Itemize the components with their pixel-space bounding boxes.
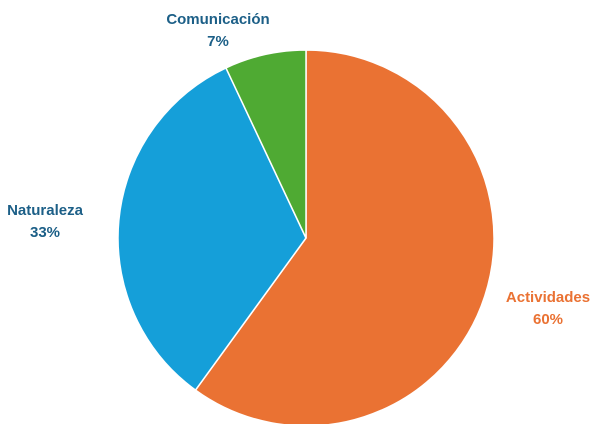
- pie-slices: [117, 49, 495, 424]
- slice-category-label-naturaleza: Naturaleza: [7, 202, 84, 219]
- slice-value-label-comunicacion: 7%: [207, 33, 229, 50]
- pie-slice-comunicacion: [224, 49, 307, 239]
- slice-value-label-actividades: 60%: [533, 311, 563, 328]
- pie-slice-actividades: [194, 49, 495, 424]
- slice-category-label-comunicacion: Comunicación: [166, 11, 269, 28]
- slice-value-label-naturaleza: 33%: [30, 224, 60, 241]
- pie-slice-naturaleza: [117, 66, 307, 392]
- slice-category-label-actividades: Actividades: [506, 289, 590, 306]
- slice-labels: Actividades 60% Naturaleza 33% Comunicación 7…: [7, 11, 590, 328]
